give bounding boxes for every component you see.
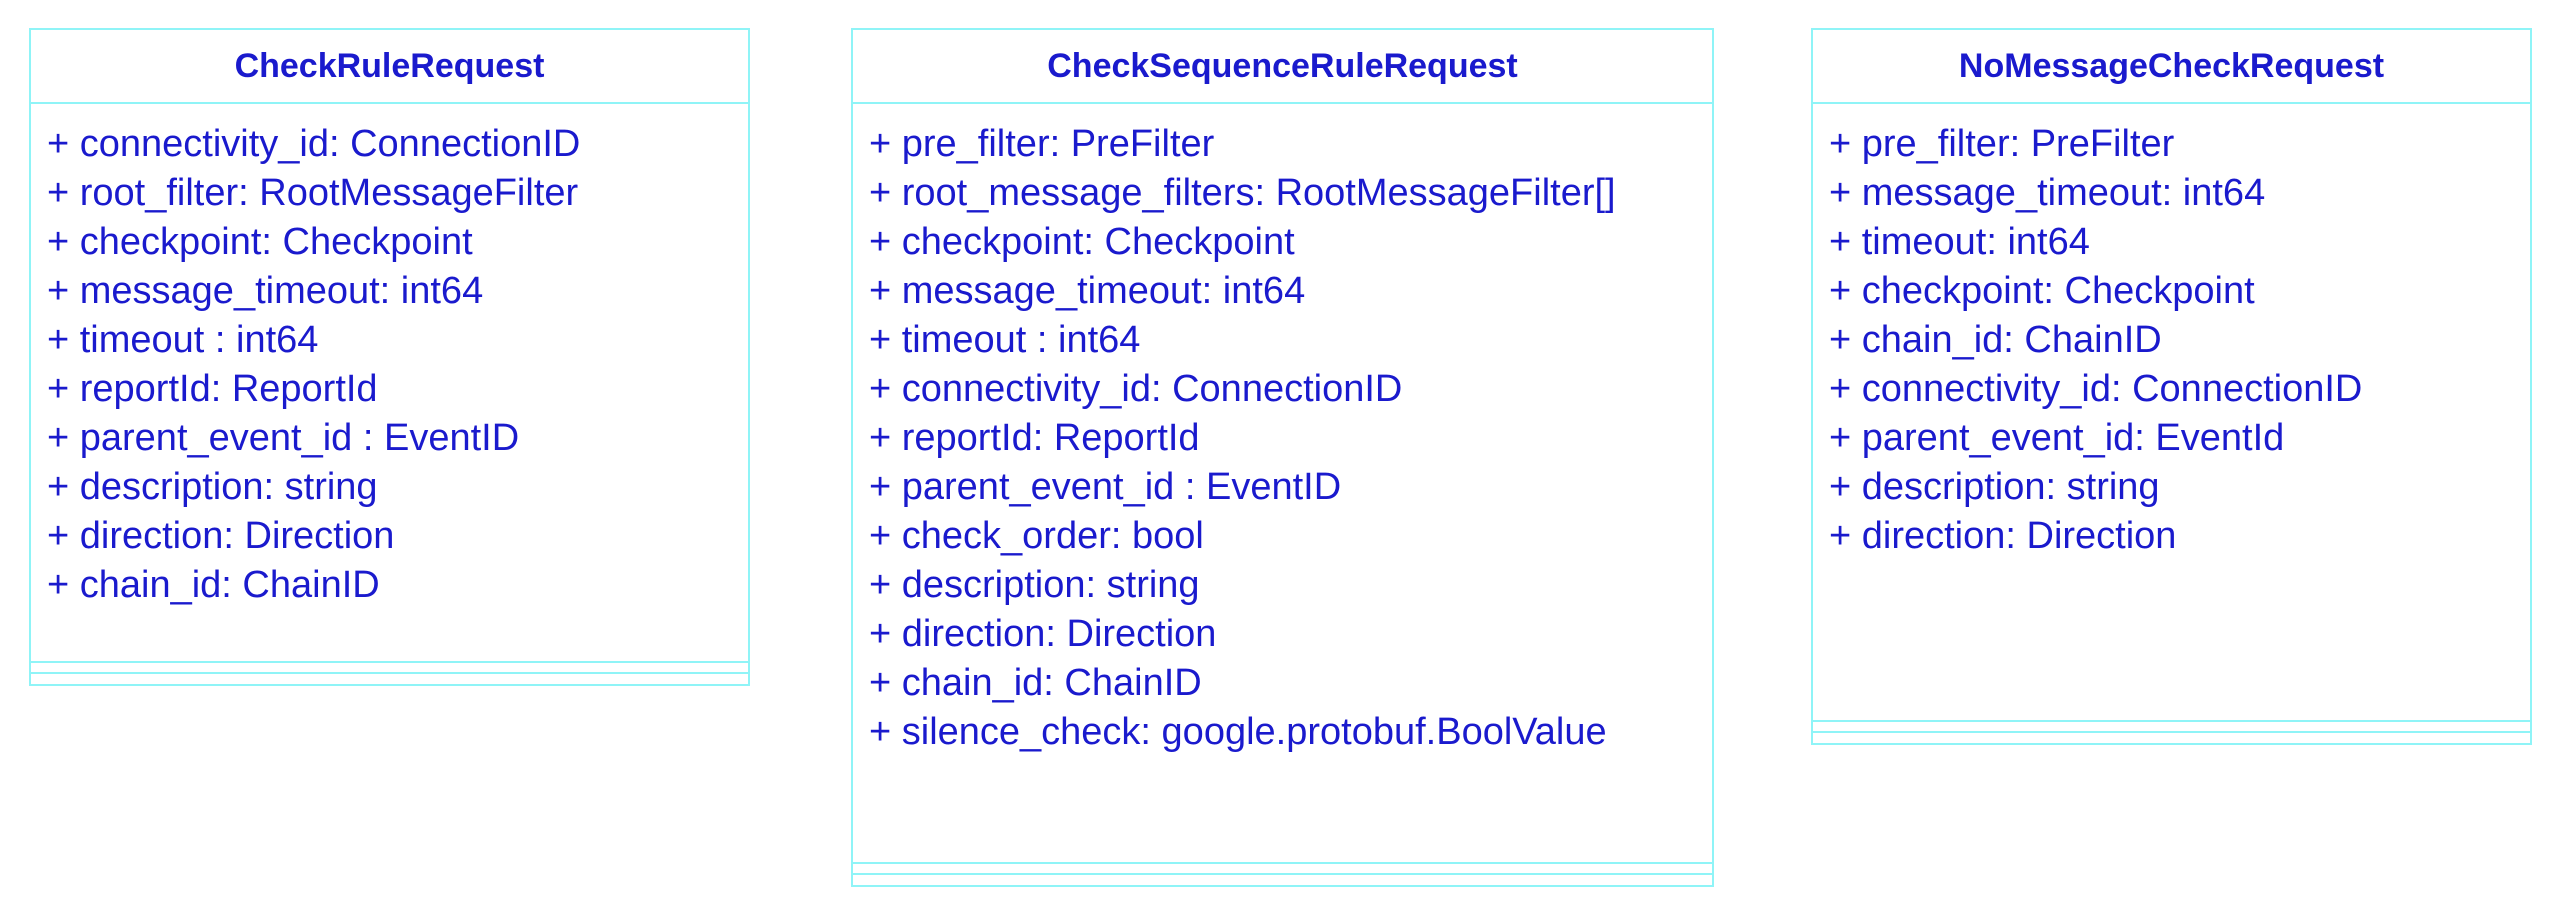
attribute: + silence_check: google.protobuf.BoolVal… xyxy=(869,711,1607,753)
class-no-message-check-request: NoMessageCheckRequest + pre_filter: PreF… xyxy=(1811,28,2532,745)
methods-divider xyxy=(853,873,1712,875)
attribute: + parent_event_id : EventID xyxy=(47,417,520,459)
attribute: + connectivity_id: ConnectionID xyxy=(47,123,581,165)
attribute: + direction: Direction xyxy=(869,613,1217,655)
attribute: + parent_event_id : EventID xyxy=(869,466,1342,508)
attribute: + pre_filter: PreFilter xyxy=(869,123,1215,165)
attribute: + checkpoint: Checkpoint xyxy=(1829,270,2255,312)
attribute: + pre_filter: PreFilter xyxy=(1829,123,2175,165)
methods-divider xyxy=(31,672,748,674)
attribute: + parent_event_id: EventId xyxy=(1829,417,2285,459)
class-name: CheckSequenceRuleRequest xyxy=(1047,47,1518,85)
attribute: + reportId: ReportId xyxy=(47,368,378,410)
class-name: NoMessageCheckRequest xyxy=(1958,47,2385,85)
attribute: + timeout : int64 xyxy=(869,319,1141,361)
attribute: + message_timeout: int64 xyxy=(1829,172,2266,214)
attributes-divider xyxy=(31,661,748,663)
attribute: + root_message_filters: RootMessageFilte… xyxy=(869,172,1616,214)
attribute: + message_timeout: int64 xyxy=(869,270,1306,312)
methods-divider xyxy=(1813,731,2530,733)
class-name: CheckRuleRequest xyxy=(234,47,545,85)
attribute: + description: string xyxy=(869,564,1200,606)
attribute-list: + pre_filter: PreFilter + root_message_f… xyxy=(853,104,1712,757)
attribute-list: + connectivity_id: ConnectionID + root_f… xyxy=(31,104,748,610)
attribute: + description: string xyxy=(47,466,378,508)
attribute: + description: string xyxy=(1829,466,2160,508)
attribute: + timeout: int64 xyxy=(1829,221,2090,263)
attribute: + check_order: bool xyxy=(869,515,1204,557)
attribute: + chain_id: ChainID xyxy=(1829,319,2162,361)
attribute: + checkpoint: Checkpoint xyxy=(869,221,1295,263)
class-check-sequence-rule-request: CheckSequenceRuleRequest + pre_filter: P… xyxy=(851,28,1714,887)
class-header: CheckSequenceRuleRequest xyxy=(853,30,1712,104)
class-check-rule-request: CheckRuleRequest + connectivity_id: Conn… xyxy=(29,28,750,686)
attribute: + connectivity_id: ConnectionID xyxy=(1829,368,2363,410)
attribute-list: + pre_filter: PreFilter + message_timeou… xyxy=(1813,104,2530,561)
attribute: + message_timeout: int64 xyxy=(47,270,484,312)
attribute: + reportId: ReportId xyxy=(869,417,1200,459)
attribute: + direction: Direction xyxy=(47,515,395,557)
attributes-divider xyxy=(1813,720,2530,722)
class-header: NoMessageCheckRequest xyxy=(1813,30,2530,104)
attribute: + root_filter: RootMessageFilter xyxy=(47,172,579,214)
attribute: + chain_id: ChainID xyxy=(869,662,1202,704)
attributes-divider xyxy=(853,862,1712,864)
attribute: + connectivity_id: ConnectionID xyxy=(869,368,1403,410)
attribute: + direction: Direction xyxy=(1829,515,2177,557)
attribute: + timeout : int64 xyxy=(47,319,319,361)
attribute: + chain_id: ChainID xyxy=(47,564,380,606)
class-header: CheckRuleRequest xyxy=(31,30,748,104)
attribute: + checkpoint: Checkpoint xyxy=(47,221,473,263)
